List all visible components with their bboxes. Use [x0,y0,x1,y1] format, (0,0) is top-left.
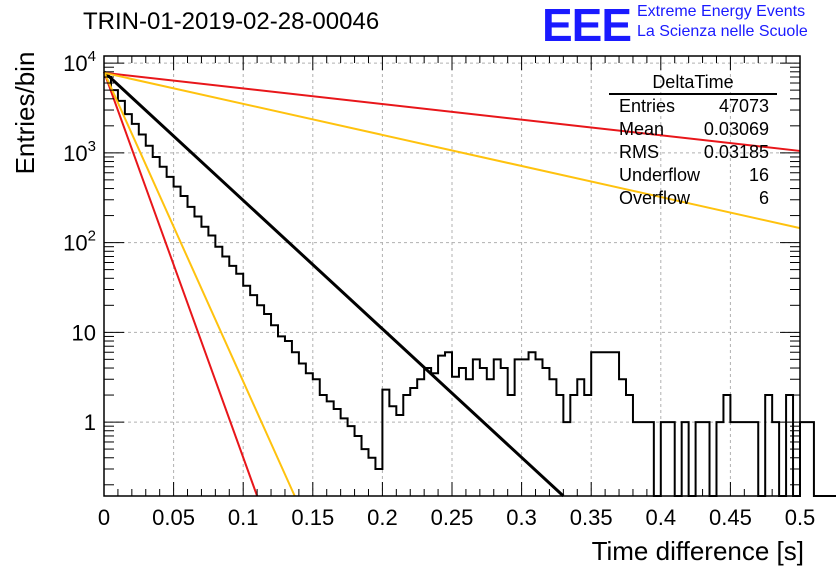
x-tick-label: 0 [98,505,110,530]
fit-curves [102,70,801,498]
y-tick-base: 10 [63,231,87,256]
y-tick-base: 1 [84,410,96,435]
logo-line-2: La Scienza nelle Scuole [637,23,808,40]
y-tick-base: 10 [63,141,87,166]
y-tick-exponent: 2 [88,228,96,245]
fit-line [103,71,801,230]
stats-row: Entries 47073 [609,95,777,118]
tick-labels: 0 0.05 0.1 0.15 0.2 0.25 0.3 0.35 0.4 0.45 0.51101… [63,48,815,530]
y-tick-label: 1 [84,410,96,435]
fit-line [103,71,801,152]
stats-rows: Entries 47073 Mean 0.03069 RMS 0.03185 Underfl… [609,95,777,210]
x-tick-label: 0.05 [152,505,195,530]
y-tick-base: 10 [63,51,87,76]
x-tick-label: 0.25 [431,505,474,530]
stats-row: Mean 0.03069 [609,118,777,141]
x-axis-label: Time difference [s] [592,536,804,566]
stats-value: 47073 [718,96,769,116]
y-tick-label: 102 [63,228,96,256]
eee-logo: EEE [542,0,632,51]
logo-line-1: Extreme Energy Events [637,3,806,20]
y-tick-label: 104 [63,48,96,76]
axes [103,55,801,497]
stats-label: Entries [619,96,676,116]
stats-box: DeltaTime Entries 47073 Mean 0.03069 RMS 0.03… [609,71,777,210]
stats-row: RMS 0.03185 [609,141,777,164]
y-tick-label: 103 [63,138,96,166]
histogram [104,76,836,497]
x-tick-label: 0.15 [291,505,334,530]
fit-line [102,70,565,498]
stats-label: RMS [619,142,659,162]
histogram-steps [104,76,836,497]
stats-value: 0.03069 [703,119,769,139]
x-tick-label: 0.2 [367,505,398,530]
x-tick-label: 0.1 [228,505,259,530]
chart-title: TRIN-01-2019-02-28-00046 [83,8,380,35]
stats-row: Underflow 16 [609,164,777,187]
x-tick-label: 0.3 [506,505,537,530]
stats-value: 16 [748,165,769,185]
y-tick-exponent: 3 [88,138,96,155]
x-tick-label: 0.4 [646,505,677,530]
stats-label: Underflow [619,165,701,185]
stats-title: DeltaTime [609,71,777,95]
stats-label: Overflow [619,188,691,208]
y-tick-exponent: 4 [88,48,96,65]
fit-line [103,71,296,497]
x-tick-label: 0.45 [709,505,752,530]
stats-value: 0.03185 [703,142,769,162]
y-tick-base: 10 [72,320,96,345]
x-tick-label: 0.35 [570,505,613,530]
fit-line [103,71,259,497]
stats-label: Mean [619,119,665,139]
stats-value: 6 [758,188,769,208]
x-tick-label: 0.5 [785,505,816,530]
plot-frame [103,55,801,497]
stats-row: Overflow 6 [609,187,777,210]
y-axis-label: Entries/bin [10,52,40,175]
y-tick-label: 10 [72,320,96,345]
